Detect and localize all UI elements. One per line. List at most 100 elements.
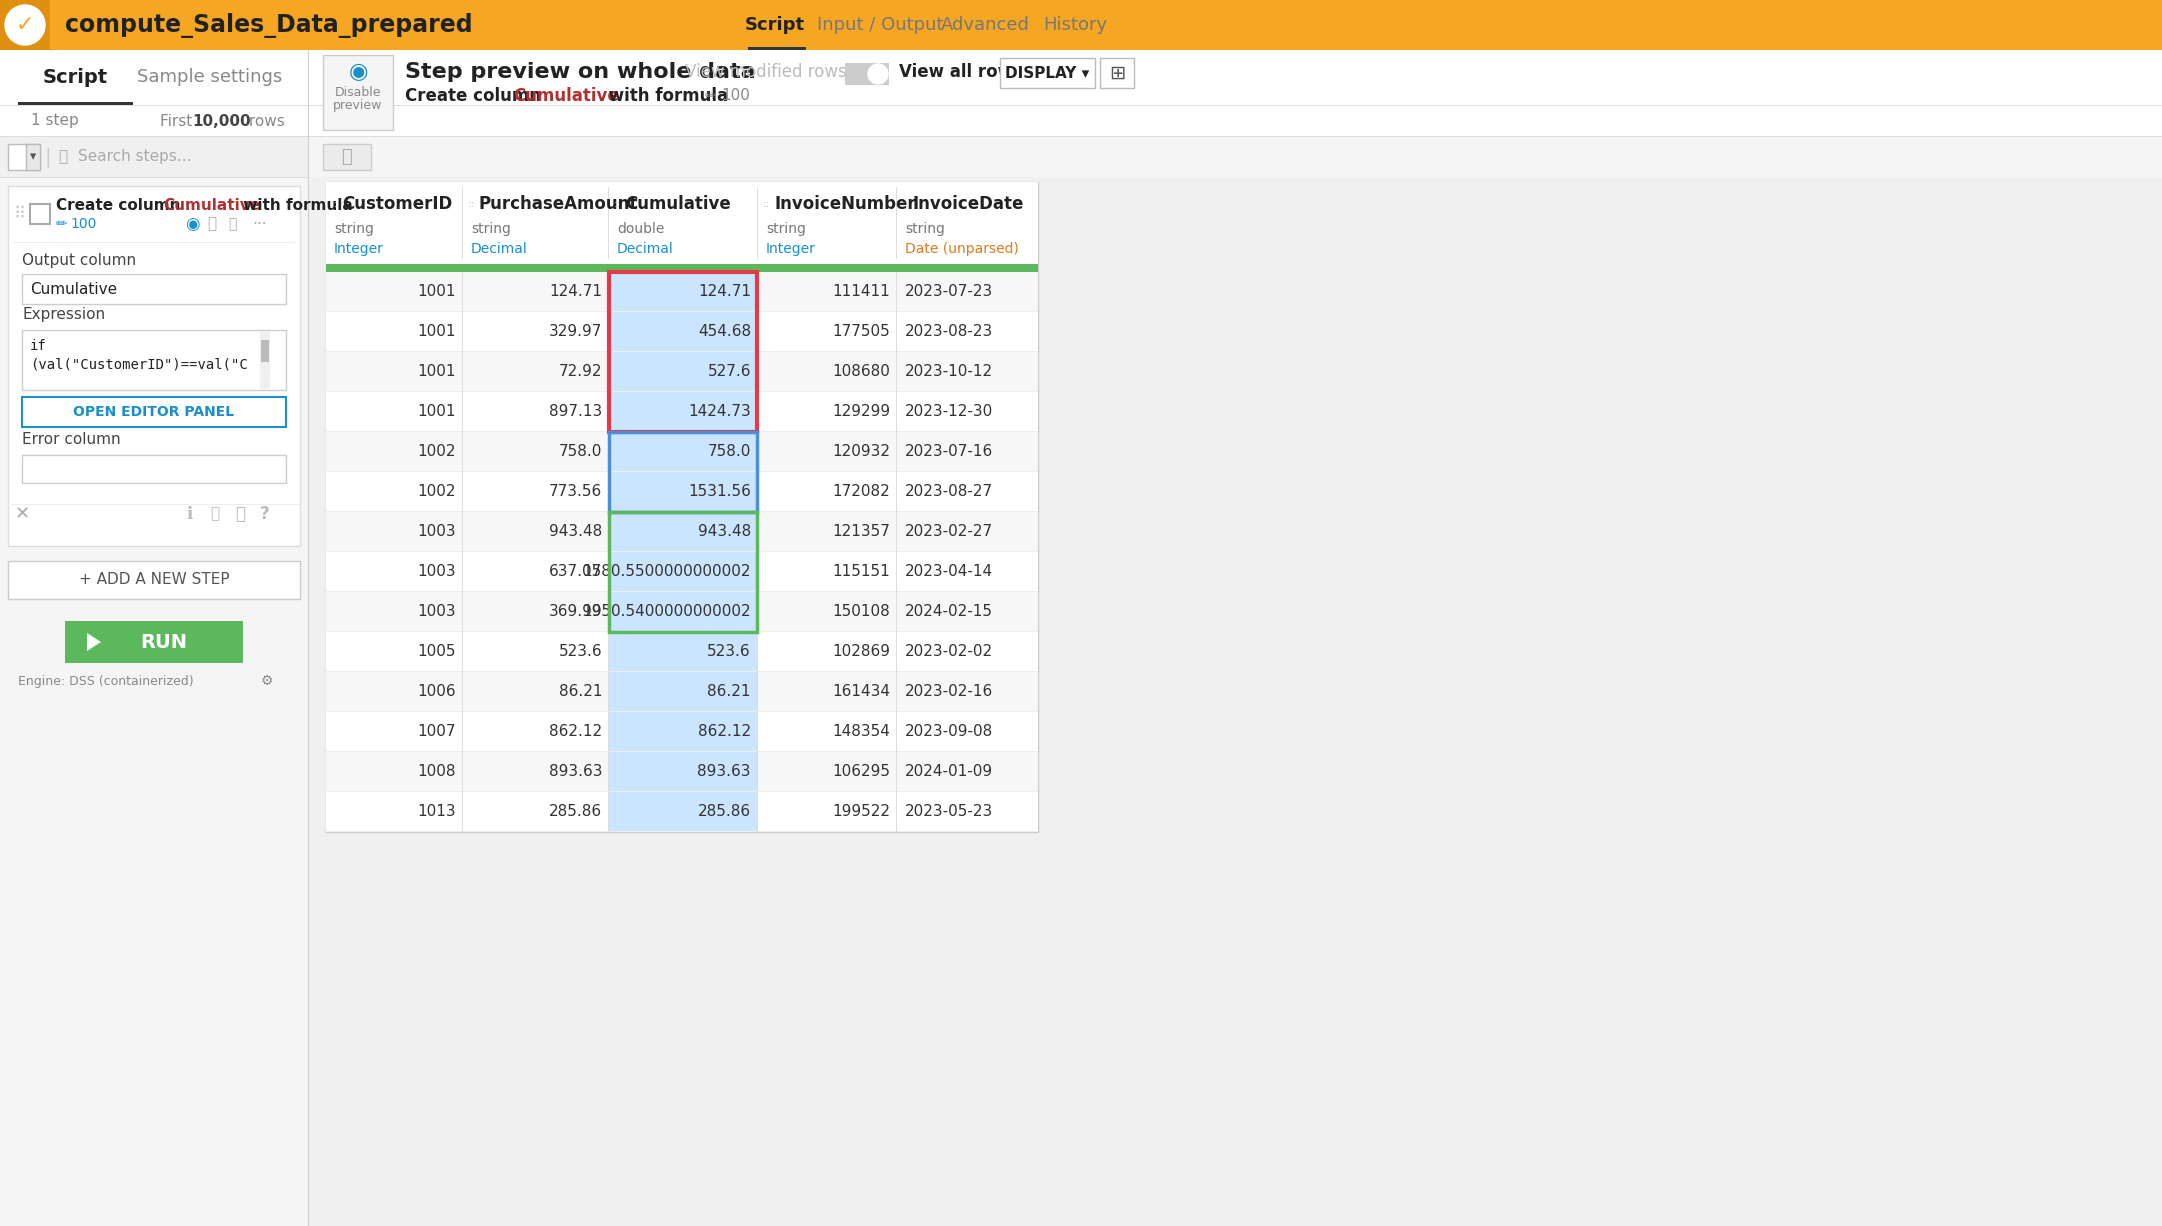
Text: 1424.73: 1424.73 [688, 405, 750, 419]
Text: 2024-01-09: 2024-01-09 [906, 765, 992, 780]
Bar [326, 352, 1038, 392]
Circle shape [867, 64, 889, 85]
Text: 72.92: 72.92 [558, 364, 601, 380]
Bar [610, 792, 757, 832]
Text: Decimal: Decimal [616, 242, 675, 256]
Text: + ADD A NEW STEP: + ADD A NEW STEP [78, 573, 229, 587]
Text: 1531.56: 1531.56 [688, 484, 750, 499]
Text: 🗑: 🗑 [227, 217, 236, 230]
Text: 454.68: 454.68 [698, 325, 750, 340]
Bar [9, 186, 301, 546]
Text: ::: :: [902, 199, 910, 208]
Text: PurchaseAmount: PurchaseAmount [480, 195, 638, 213]
Bar [26, 143, 41, 170]
Text: Output column: Output column [22, 253, 136, 267]
Text: 2023-10-12: 2023-10-12 [906, 364, 992, 380]
Text: 637.07: 637.07 [549, 564, 601, 580]
Text: 124.71: 124.71 [698, 284, 750, 299]
Text: InvoiceNumber: InvoiceNumber [774, 195, 917, 213]
Text: 1001: 1001 [417, 364, 456, 380]
Bar [610, 631, 757, 672]
Bar [326, 472, 1038, 512]
Bar [610, 472, 757, 512]
Text: Integer: Integer [765, 242, 815, 256]
Text: 2023-09-08: 2023-09-08 [906, 725, 992, 739]
Text: ?: ? [259, 505, 270, 524]
Bar [259, 331, 270, 389]
Text: CustomerID: CustomerID [342, 195, 452, 213]
Text: string: string [906, 222, 945, 235]
Text: Disable: Disable [335, 86, 381, 98]
Text: 1013: 1013 [417, 804, 456, 819]
Text: 893.63: 893.63 [698, 765, 750, 780]
Text: 150108: 150108 [832, 604, 891, 619]
Text: compute_Sales_Data_prepared: compute_Sales_Data_prepared [65, 12, 473, 38]
Bar [610, 752, 757, 792]
Text: 1003: 1003 [417, 564, 456, 580]
Text: with formula: with formula [238, 199, 352, 213]
Text: 369.99: 369.99 [549, 604, 601, 619]
Text: 124.71: 124.71 [549, 284, 601, 299]
Text: 2023-07-16: 2023-07-16 [906, 445, 992, 460]
Text: ✕: ✕ [15, 505, 30, 524]
Bar [0, 50, 2162, 105]
Text: 100: 100 [69, 217, 97, 230]
Text: 1001: 1001 [417, 325, 456, 340]
Text: string: string [765, 222, 806, 235]
Text: 523.6: 523.6 [558, 645, 601, 660]
Bar [610, 592, 757, 631]
Bar [1100, 58, 1135, 88]
Bar [22, 330, 285, 390]
Text: ◉: ◉ [186, 215, 199, 233]
Bar [22, 455, 285, 483]
Text: 1002: 1002 [417, 445, 456, 460]
Text: 111411: 111411 [832, 284, 891, 299]
Bar [610, 272, 757, 311]
Text: 1007: 1007 [417, 725, 456, 739]
Text: ▾: ▾ [30, 151, 37, 163]
Bar [326, 392, 1038, 432]
Text: 758.0: 758.0 [707, 445, 750, 460]
Text: 2023-02-27: 2023-02-27 [906, 525, 992, 539]
Text: 86.21: 86.21 [558, 684, 601, 700]
Text: 115151: 115151 [832, 564, 891, 580]
Text: ◉: ◉ [348, 63, 368, 82]
Text: ✏: ✏ [56, 217, 67, 230]
Bar [326, 181, 1038, 832]
Text: 10,000: 10,000 [192, 114, 251, 129]
Text: 897.13: 897.13 [549, 405, 601, 419]
Bar [30, 204, 50, 224]
Text: 120932: 120932 [832, 445, 891, 460]
Text: string: string [471, 222, 510, 235]
Text: 893.63: 893.63 [549, 765, 601, 780]
Polygon shape [86, 633, 102, 651]
Text: Step preview on whole data: Step preview on whole data [404, 63, 757, 82]
Bar [610, 512, 757, 631]
Text: 199522: 199522 [832, 804, 891, 819]
Text: 285.86: 285.86 [698, 804, 750, 819]
Text: 285.86: 285.86 [549, 804, 601, 819]
Bar [17, 102, 134, 105]
Bar [610, 311, 757, 352]
Bar [748, 47, 806, 50]
Text: 2024-02-15: 2024-02-15 [906, 604, 992, 619]
Text: 862.12: 862.12 [549, 725, 601, 739]
Text: 106295: 106295 [832, 765, 891, 780]
Text: 177505: 177505 [832, 325, 891, 340]
Bar [326, 311, 1038, 352]
Text: 2023-12-30: 2023-12-30 [906, 405, 992, 419]
Text: Create column: Create column [404, 87, 547, 105]
Text: Cumulative: Cumulative [625, 195, 731, 213]
Bar [326, 712, 1038, 752]
Bar [326, 264, 1038, 272]
Text: 758.0: 758.0 [558, 445, 601, 460]
Bar [326, 592, 1038, 631]
Text: ⧉: ⧉ [236, 505, 244, 524]
Bar [326, 432, 1038, 472]
Text: Cumulative: Cumulative [162, 199, 259, 213]
Text: ::: :: [467, 199, 476, 208]
Bar [326, 272, 1038, 311]
Text: 1008: 1008 [417, 765, 456, 780]
Text: Engine: DSS (containerized): Engine: DSS (containerized) [17, 674, 195, 688]
Text: 121357: 121357 [832, 525, 891, 539]
